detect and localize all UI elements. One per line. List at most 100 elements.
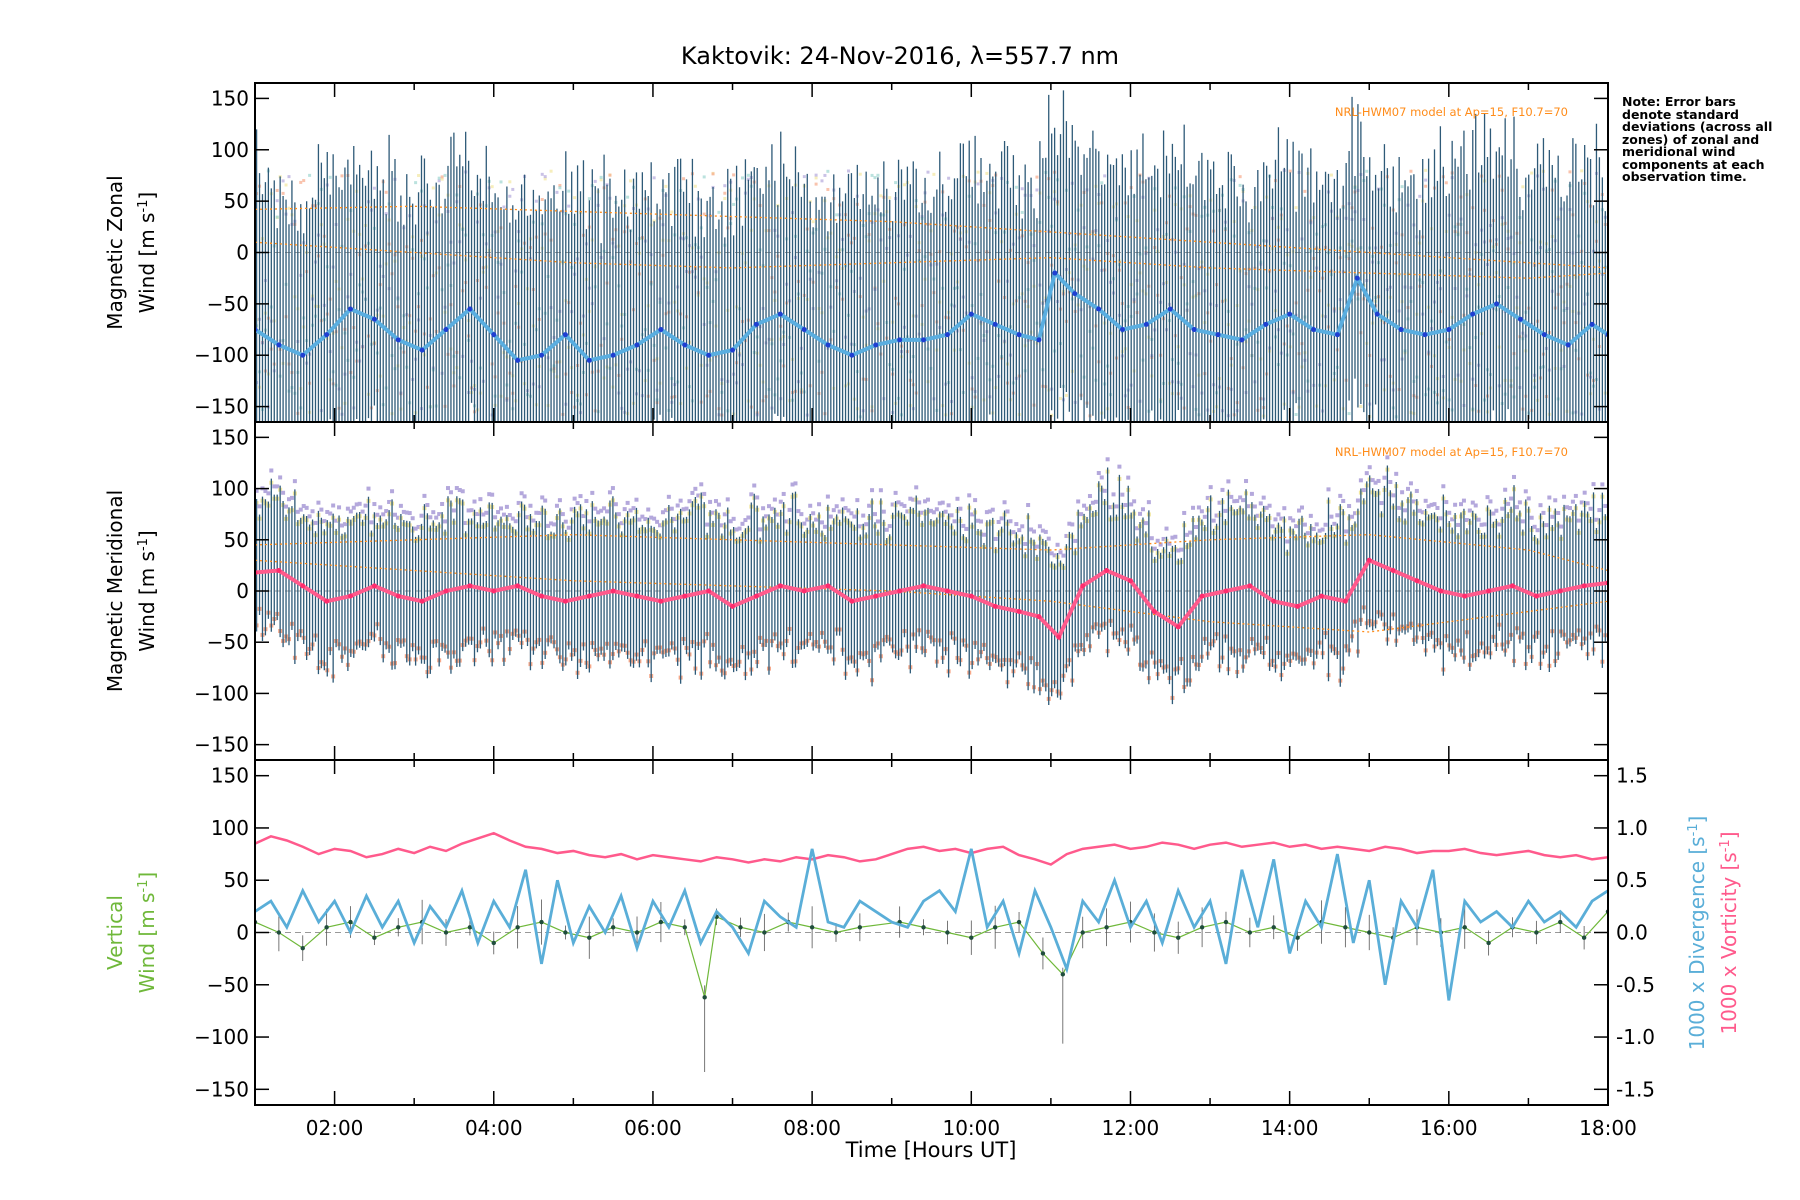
- scatter-point: [466, 508, 471, 513]
- scatter-point: [784, 519, 789, 524]
- x-tick-label: 04:00: [465, 1116, 523, 1140]
- scatter-point: [1355, 498, 1360, 503]
- scatter-point: [351, 505, 356, 510]
- scatter-point: [460, 489, 465, 494]
- scatter-point: [905, 509, 910, 514]
- y-tick-label: 50: [224, 189, 249, 213]
- scatter-point: [808, 503, 813, 508]
- scatter-point: [1459, 502, 1464, 507]
- scatter-point: [525, 515, 530, 520]
- vertical-wind-point: [610, 925, 616, 930]
- scatter-point: [894, 181, 898, 185]
- wind-point: [1120, 327, 1126, 333]
- vertical-wind-point: [945, 930, 950, 935]
- wind-point: [1096, 306, 1102, 312]
- x-tick-label: 08:00: [783, 1116, 841, 1140]
- scatter-point: [366, 486, 371, 491]
- scatter-point: [817, 502, 822, 507]
- scatter-point: [1020, 524, 1025, 529]
- scatter-point: [1391, 493, 1396, 498]
- scatter-point: [840, 497, 845, 502]
- vertical-wind-point: [563, 930, 568, 935]
- scatter-point: [1512, 474, 1517, 479]
- scatter-point: [487, 492, 492, 497]
- scatter-point: [1509, 496, 1514, 501]
- y-tick-label: 100: [211, 138, 249, 162]
- y-axis-label-sup: -1: [136, 538, 151, 551]
- scatter-point: [1297, 508, 1302, 513]
- wind-point: [944, 588, 950, 594]
- scatter-point: [496, 510, 501, 515]
- scatter-point: [1562, 494, 1567, 499]
- model-line: [255, 241, 1608, 279]
- scatter-point: [823, 173, 827, 177]
- scatter-point: [322, 519, 327, 524]
- scatter-point: [431, 186, 435, 190]
- y-tick-label: 100: [211, 816, 249, 840]
- error-bar-note: Note: Error bars denote standard deviati…: [1622, 94, 1773, 184]
- scatter-point: [931, 510, 936, 515]
- wind-point: [682, 342, 688, 348]
- scatter-point: [993, 536, 998, 541]
- scatter-point: [481, 512, 486, 517]
- scatter-point: [1087, 494, 1092, 499]
- y-tick-label: 0: [236, 579, 249, 603]
- scatter-point: [298, 507, 303, 512]
- scatter-point: [543, 175, 547, 179]
- y-tick-label: 150: [211, 425, 249, 449]
- scatter-point: [761, 506, 766, 511]
- model-line: [255, 534, 1608, 572]
- scatter-point: [746, 177, 750, 181]
- vertical-wind-point: [1080, 930, 1085, 935]
- scatter-point: [743, 518, 748, 523]
- scatter-point: [437, 512, 442, 517]
- scatter-point: [1146, 500, 1151, 505]
- x-tick-label: 06:00: [624, 1116, 682, 1140]
- scatter-point: [1367, 465, 1372, 470]
- wind-point: [419, 347, 425, 353]
- scatter-point: [475, 512, 480, 517]
- scatter-point: [1456, 522, 1461, 527]
- scatter-point: [1530, 171, 1534, 175]
- scatter-point: [1576, 518, 1581, 523]
- scatter-point: [911, 497, 916, 502]
- scatter-point: [872, 512, 877, 517]
- scatter-point: [289, 495, 294, 500]
- scatter-point: [702, 212, 706, 216]
- scatter-point: [599, 178, 603, 182]
- scatter-point: [755, 495, 760, 500]
- scatter-point: [814, 182, 818, 186]
- scatter-point: [976, 182, 980, 186]
- scatter-point: [1585, 501, 1590, 506]
- scatter-point: [275, 484, 280, 489]
- scatter-point: [357, 501, 362, 506]
- scatter-point: [702, 175, 706, 179]
- vertical-wind-point: [515, 925, 520, 930]
- scatter-point: [1514, 505, 1519, 510]
- scatter-point: [534, 510, 539, 515]
- scatter-point: [947, 176, 951, 180]
- scatter-point: [490, 492, 495, 497]
- scatter-point: [1294, 524, 1299, 529]
- scatter-point: [976, 518, 981, 523]
- scatter-point: [281, 179, 285, 183]
- scatter-point: [778, 499, 783, 504]
- scatter-point: [1034, 544, 1039, 549]
- scatter-point: [1303, 189, 1307, 193]
- scatter-point: [1580, 169, 1584, 173]
- scatter-point: [1117, 464, 1122, 469]
- wind-point: [515, 357, 521, 363]
- scatter-point: [716, 502, 721, 507]
- scatter-point: [328, 175, 332, 179]
- scatter-point: [587, 197, 591, 201]
- scatter-point: [584, 498, 589, 503]
- wind-point: [873, 342, 879, 348]
- scatter-point: [926, 170, 930, 174]
- scatter-point: [599, 508, 604, 513]
- wind-point: [395, 337, 401, 343]
- scatter-point: [625, 500, 630, 505]
- scatter-point: [1032, 529, 1037, 534]
- scatter-point: [678, 498, 683, 503]
- wind-point: [1247, 583, 1253, 589]
- scatter-point: [684, 506, 689, 511]
